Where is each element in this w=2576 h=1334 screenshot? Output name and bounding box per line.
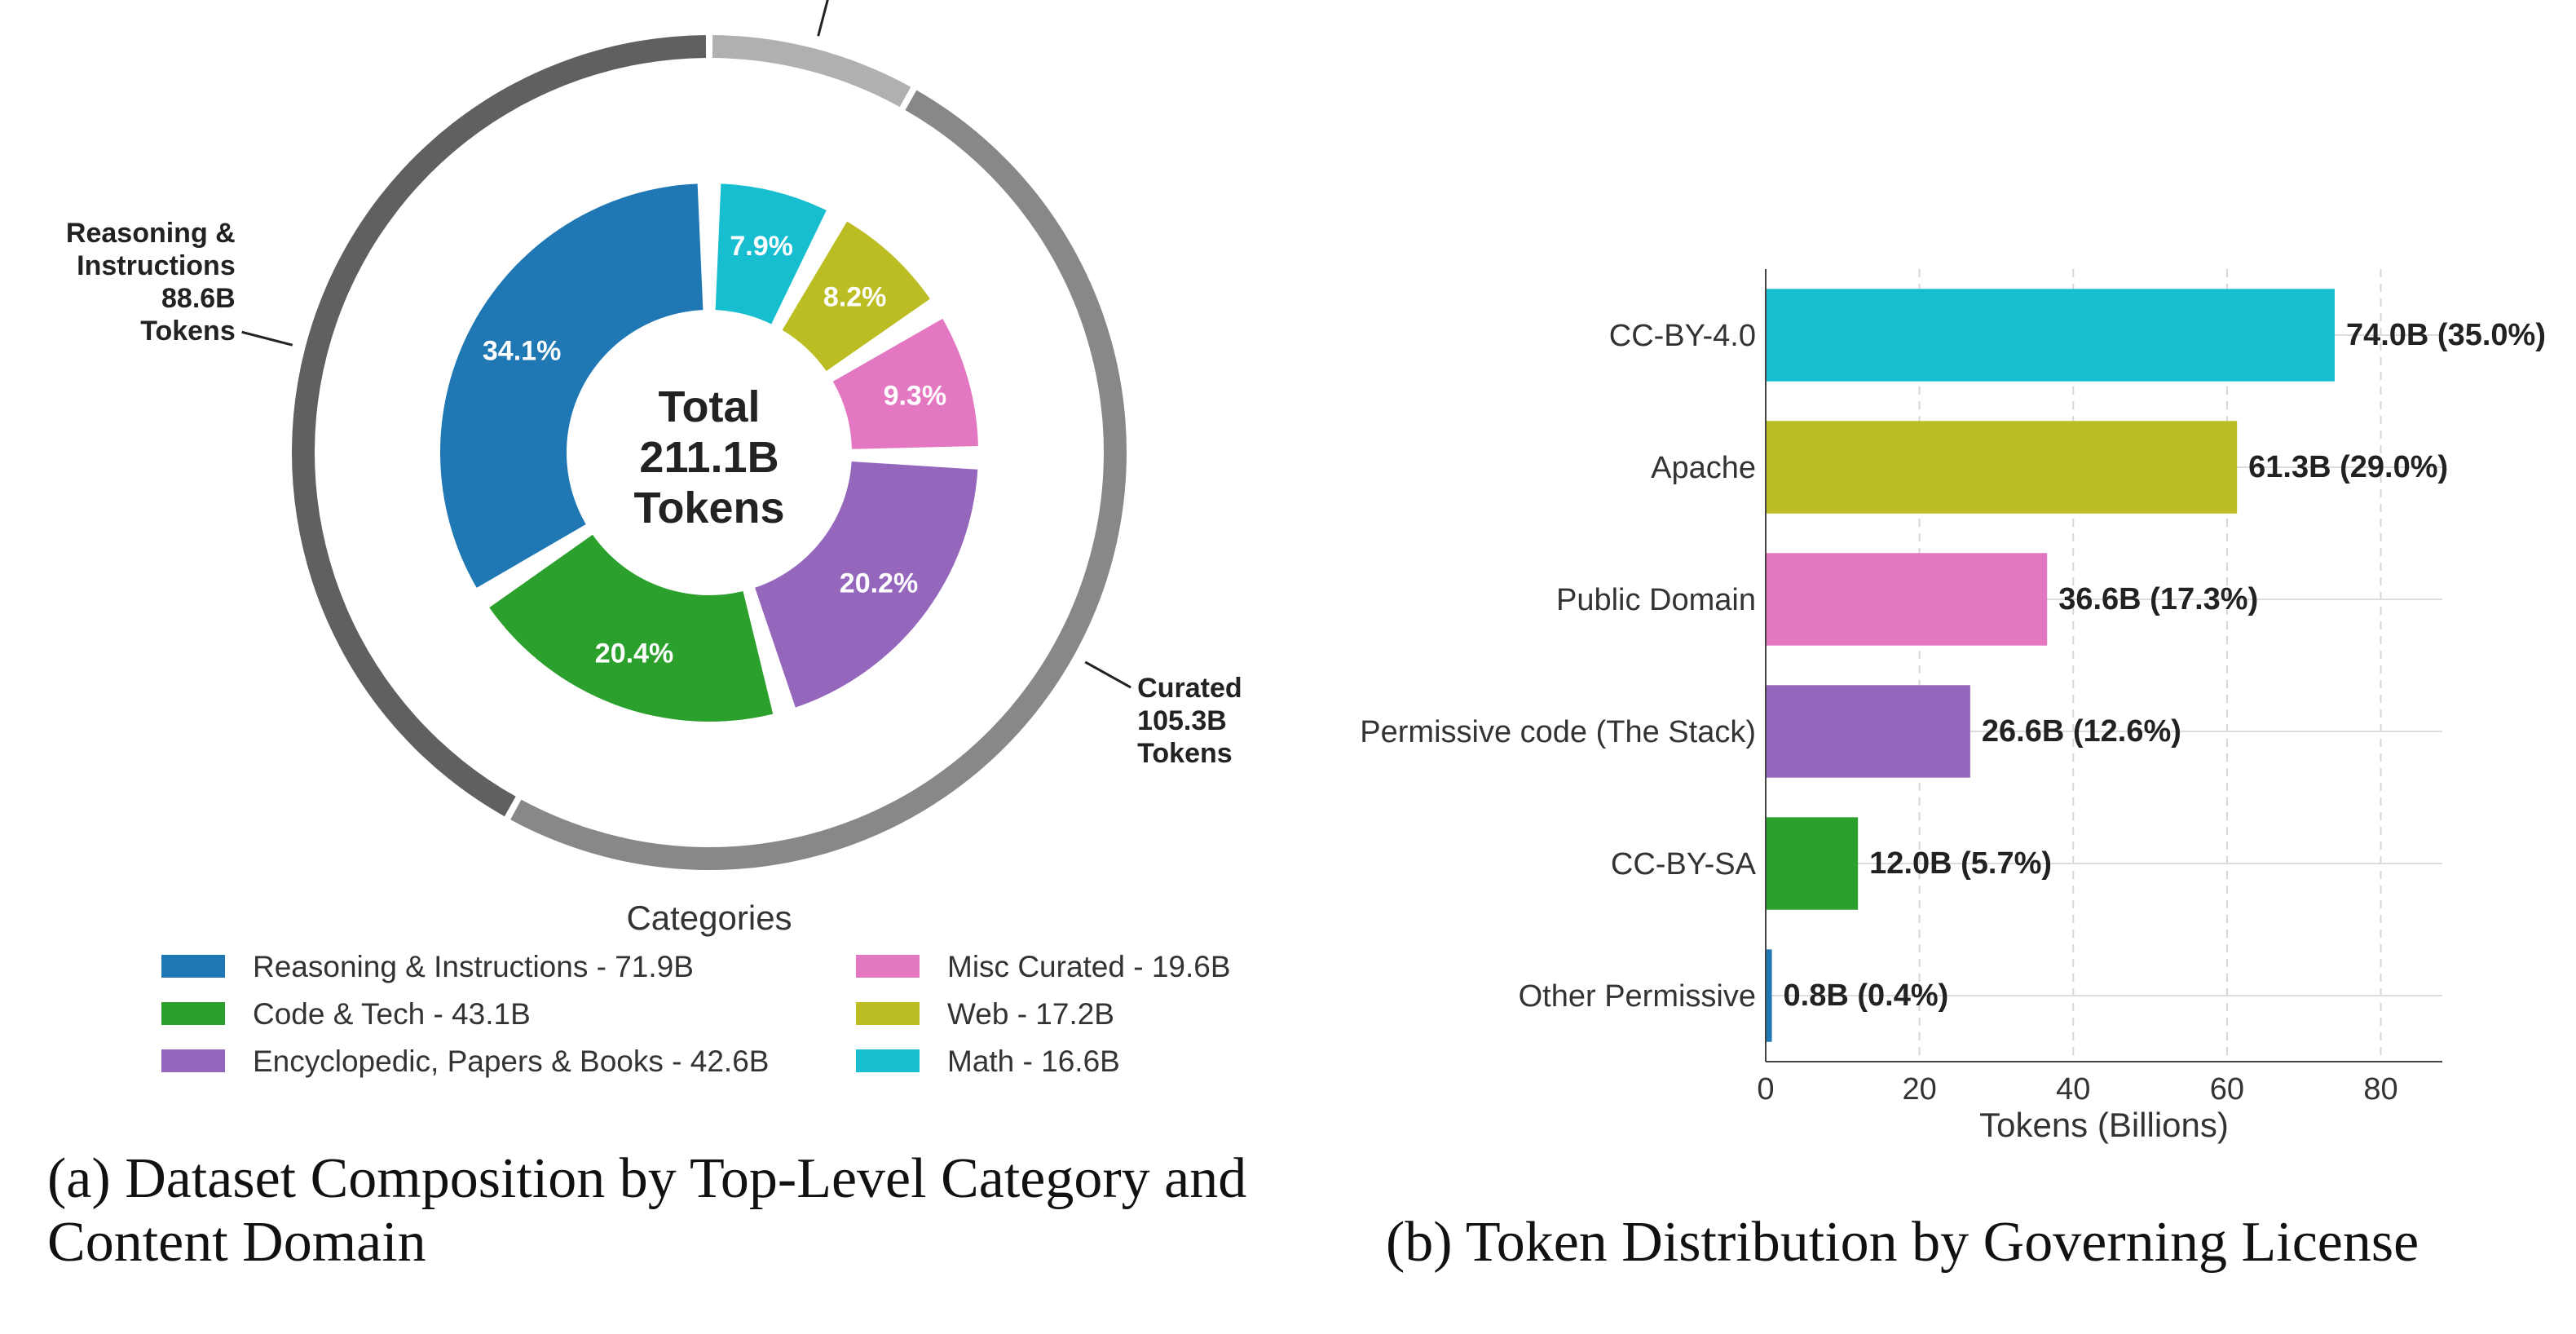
donut-slice-encyclopedic-papers-books bbox=[755, 462, 978, 708]
bar-value-label: 26.6B (12.6%) bbox=[1982, 714, 2181, 749]
y-tick-label: Public Domain bbox=[1556, 583, 1756, 617]
slice-percent-label: 7.9% bbox=[730, 231, 793, 262]
bar-apache bbox=[1766, 421, 2238, 514]
slice-percent-label: 9.3% bbox=[884, 380, 947, 411]
legend-item-label: Web - 17.2B bbox=[947, 997, 1114, 1031]
bar-public-domain bbox=[1766, 553, 2048, 646]
bar-chart: 74.0B (35.0%) CC-BY-4.0 61.3B (29.0%) Apach… bbox=[1360, 269, 2546, 1144]
bar-value-label: 61.3B (29.0%) bbox=[2248, 450, 2448, 484]
legend-swatch bbox=[856, 1002, 920, 1025]
legend-item-label: Code & Tech - 43.1B bbox=[253, 997, 531, 1031]
legend-item-label: Encyclopedic, Papers & Books - 42.6B bbox=[253, 1045, 769, 1078]
legend-item-label: Math - 16.6B bbox=[947, 1045, 1120, 1078]
outer-label-leader-line bbox=[817, 0, 829, 37]
bar-value-label: 74.0B (35.0%) bbox=[2346, 318, 2546, 352]
y-tick-label: Other Permissive bbox=[1519, 979, 1756, 1014]
donut-slice-web bbox=[782, 221, 930, 372]
legend-item-label: Misc Curated - 19.6B bbox=[947, 950, 1231, 983]
x-tick-label: 60 bbox=[2210, 1072, 2244, 1107]
legend-swatch bbox=[856, 955, 920, 978]
outer-label-curated: Curated 105.3B Tokens bbox=[1137, 673, 1242, 769]
caption-a: (a) Dataset Composition by Top-Level Cat… bbox=[47, 1147, 1246, 1274]
x-tick-label: 80 bbox=[2363, 1072, 2397, 1107]
y-tick-label: CC-BY-4.0 bbox=[1609, 319, 1756, 353]
legend-swatch bbox=[856, 1049, 920, 1072]
outer-label-reasoning-instructions: Reasoning & Instructions 88.6B Tokens bbox=[66, 218, 236, 347]
legend-item-label: Reasoning & Instructions - 71.9B bbox=[253, 950, 694, 983]
bar-value-label: 0.8B (0.4%) bbox=[1784, 978, 1949, 1013]
bar-cc-by-sa bbox=[1766, 817, 1859, 910]
slice-percent-label: 20.4% bbox=[595, 638, 673, 669]
legend-swatch bbox=[161, 955, 225, 978]
outer-label-leader-line bbox=[1084, 660, 1131, 689]
caption-b: (b) Token Distribution by Governing Lice… bbox=[1386, 1211, 2419, 1274]
legend: Reasoning & Instructions - 71.9B Code & T… bbox=[161, 950, 1231, 1078]
bar-permissive-code-the-stack bbox=[1766, 685, 1970, 778]
slice-percent-label: 20.2% bbox=[840, 568, 918, 599]
slice-percent-label: 34.1% bbox=[483, 335, 561, 366]
bar-value-label: 12.0B (5.7%) bbox=[1869, 846, 2052, 881]
outer-ring-web bbox=[712, 35, 911, 108]
donut-slice-code-tech bbox=[489, 534, 774, 722]
bar-value-label: 36.6B (17.3%) bbox=[2058, 582, 2258, 616]
legend-swatch bbox=[161, 1002, 225, 1025]
x-axis-label: Tokens (Billions) bbox=[1979, 1106, 2229, 1144]
donut-chart: 7.9%8.2%9.3%20.2%20.4%34.1%Web17.2BToken… bbox=[66, 0, 1242, 1078]
y-tick-label: Apache bbox=[1651, 451, 1756, 485]
bar-other-permissive bbox=[1766, 949, 1772, 1042]
captions: (a) Dataset Composition by Top-Level Cat… bbox=[47, 1147, 2419, 1274]
donut-slice-misc-curated bbox=[832, 318, 978, 449]
legend-swatch bbox=[161, 1049, 225, 1072]
x-tick-label: 40 bbox=[2056, 1072, 2090, 1107]
donut-slice-math bbox=[715, 183, 827, 325]
outer-label-leader-line bbox=[241, 330, 293, 347]
y-tick-label: Permissive code (The Stack) bbox=[1360, 715, 1756, 749]
x-tick-label: 20 bbox=[1902, 1072, 1936, 1107]
donut-slice-reasoning-instructions bbox=[440, 183, 704, 588]
slice-percent-label: 8.2% bbox=[823, 281, 887, 312]
x-tick-label: 0 bbox=[1757, 1072, 1774, 1107]
y-tick-label: CC-BY-SA bbox=[1611, 847, 1757, 881]
bar-cc-by-4-0 bbox=[1766, 289, 2335, 382]
legend-title: Categories bbox=[626, 899, 792, 937]
donut-center-label: Total 211.1B Tokens bbox=[633, 382, 784, 532]
